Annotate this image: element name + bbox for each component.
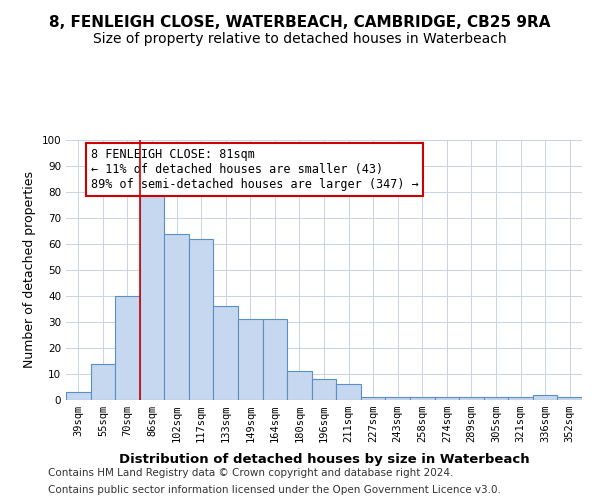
Bar (361, 398, 385, 400)
Bar (385, 398, 410, 400)
X-axis label: Distribution of detached houses by size in Waterbeach: Distribution of detached houses by size … (119, 454, 529, 466)
Bar (91, 364, 115, 400)
Bar (140, 190, 164, 400)
Text: Contains HM Land Registry data © Crown copyright and database right 2024.: Contains HM Land Registry data © Crown c… (48, 468, 454, 477)
Bar (459, 398, 484, 400)
Y-axis label: Number of detached properties: Number of detached properties (23, 172, 36, 368)
Text: Contains public sector information licensed under the Open Government Licence v3: Contains public sector information licen… (48, 485, 501, 495)
Bar (533, 395, 557, 400)
Bar (336, 384, 361, 400)
Bar (557, 398, 582, 400)
Text: 8 FENLEIGH CLOSE: 81sqm
← 11% of detached houses are smaller (43)
89% of semi-de: 8 FENLEIGH CLOSE: 81sqm ← 11% of detache… (91, 148, 418, 191)
Text: 8, FENLEIGH CLOSE, WATERBEACH, CAMBRIDGE, CB25 9RA: 8, FENLEIGH CLOSE, WATERBEACH, CAMBRIDGE… (49, 15, 551, 30)
Bar (66, 392, 91, 400)
Bar (508, 398, 533, 400)
Bar (312, 379, 336, 400)
Bar (410, 398, 434, 400)
Bar (238, 320, 263, 400)
Bar (214, 306, 238, 400)
Bar (287, 372, 312, 400)
Bar (164, 234, 189, 400)
Bar (115, 296, 140, 400)
Text: Size of property relative to detached houses in Waterbeach: Size of property relative to detached ho… (93, 32, 507, 46)
Bar (434, 398, 459, 400)
Bar (189, 239, 214, 400)
Bar (484, 398, 508, 400)
Bar (263, 320, 287, 400)
